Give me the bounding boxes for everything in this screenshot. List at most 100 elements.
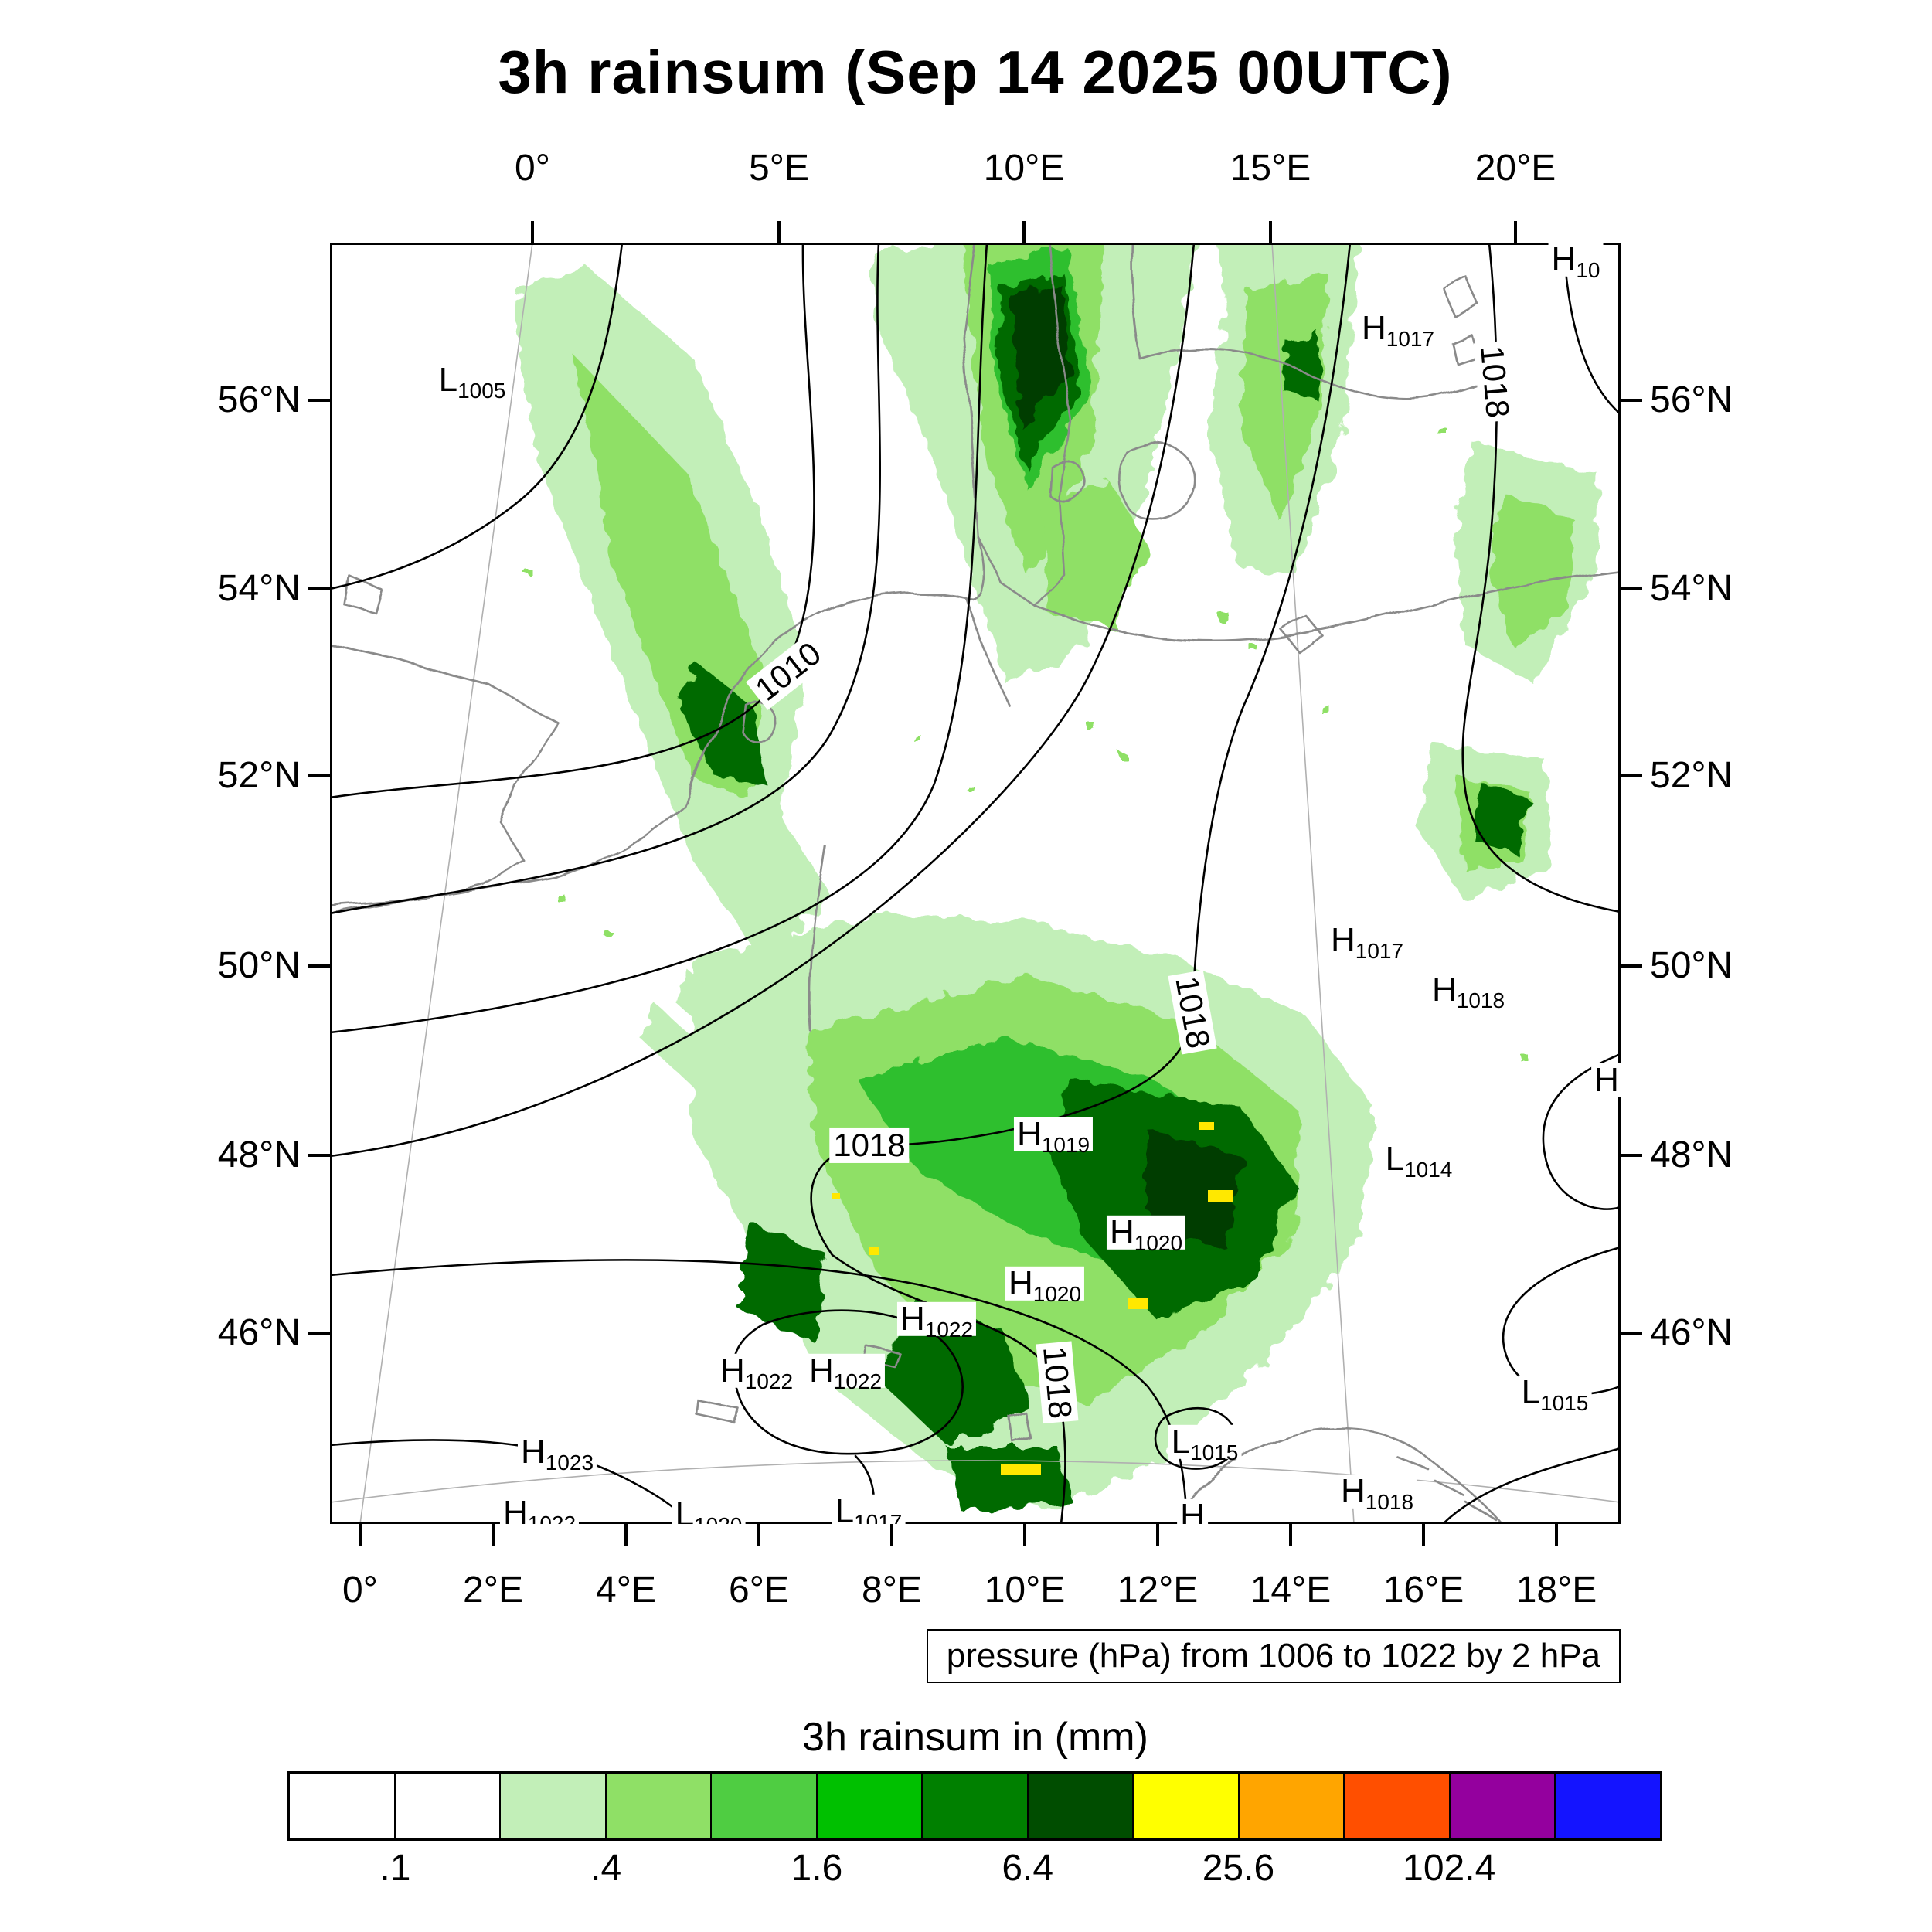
- left-axis-label: 54°N: [217, 568, 301, 609]
- lake-garda: [1009, 1411, 1032, 1444]
- top-tick: [1514, 221, 1517, 243]
- bottom-tick: [359, 1524, 362, 1546]
- graticule: [330, 243, 1621, 1524]
- pressure-letter: H: [900, 1299, 925, 1338]
- colorbar-segment-6: [921, 1774, 1027, 1838]
- rain-speckle: [605, 930, 611, 937]
- isobar: [330, 243, 988, 1034]
- pressure-letter: L: [438, 360, 458, 399]
- rain-darkest-core: [1010, 284, 1070, 428]
- map-labels-layer: L1005 H1017 H10 H1017 H1018 H H1019 L1014 H1020 H…: [330, 243, 1621, 1524]
- colorbar-tick-label: 6.4: [1002, 1848, 1054, 1889]
- left-tick: [308, 774, 330, 777]
- left-axis-label: 50°N: [217, 945, 301, 986]
- rain-yellow-spot: [1208, 1190, 1233, 1202]
- meridian-15E: [1271, 243, 1355, 1524]
- rain-speckle: [1437, 427, 1446, 433]
- rain-medium-region: [1041, 482, 1148, 628]
- isobar-1018: [810, 243, 1352, 1524]
- right-tick: [1621, 399, 1642, 402]
- bottom-tick: [492, 1524, 495, 1546]
- left-tick: [308, 1332, 330, 1335]
- lake-geneva: [695, 1399, 740, 1423]
- map-frame: [330, 243, 1621, 1524]
- pressure-mark-h1022: H1022: [716, 1351, 797, 1392]
- bottom-tick: [890, 1524, 893, 1546]
- pressure-caption-text: pressure (hPa) from 1006 to 1022 by 2 hP…: [946, 1637, 1600, 1675]
- rain-yellow-spot: [1199, 1122, 1214, 1130]
- rain-dark-core: [1284, 334, 1321, 399]
- bottom-axis-label: 12°E: [1117, 1570, 1199, 1611]
- rain-medium-region: [1488, 492, 1576, 646]
- pressure-letter: H: [808, 1351, 834, 1389]
- colorbar-segment-3: [604, 1774, 711, 1838]
- bottom-axis-label: 2°E: [463, 1570, 523, 1611]
- colorbar-segment-11: [1448, 1774, 1555, 1838]
- rain-speckle: [916, 737, 923, 743]
- bottom-axis-label: 16°E: [1383, 1570, 1464, 1611]
- pressure-value: 1005: [457, 378, 506, 403]
- rain-dark-core: [947, 1447, 1073, 1512]
- pressure-value: 1015: [1190, 1440, 1239, 1464]
- pressure-letter: H: [1330, 920, 1355, 959]
- rain-dark-core: [738, 1223, 826, 1342]
- pressure-mark-h1019: H1019: [1013, 1117, 1094, 1155]
- coast-jutland-east: [976, 243, 1072, 607]
- right-axis-label: 56°N: [1650, 379, 1733, 420]
- pressure-letter: H: [719, 1351, 745, 1389]
- contour-label-1018: 1018: [1473, 340, 1516, 423]
- pressure-mark-h1023: H1023: [517, 1434, 597, 1473]
- colorbar-segment-12: [1554, 1774, 1660, 1838]
- pressure-letter: H: [1431, 970, 1457, 1009]
- rain-yellow-spot: [1128, 1298, 1148, 1309]
- rain-speckle: [1321, 706, 1330, 713]
- contour-label-1018: 1018: [829, 1127, 910, 1164]
- pressure-value: 1022: [527, 1511, 577, 1524]
- right-tick: [1621, 964, 1642, 968]
- colorbar-title: 3h rainsum in (mm): [802, 1715, 1148, 1760]
- pressure-mark-h1018: H1018: [1428, 970, 1509, 1011]
- pressure-value: 1019: [1041, 1132, 1090, 1157]
- pressure-caption-box: pressure (hPa) from 1006 to 1022 by 2 hP…: [926, 1629, 1621, 1683]
- coast-wash: [342, 573, 383, 614]
- colorbar-tick-label: 25.6: [1202, 1848, 1275, 1889]
- pressure-value: 10: [1576, 257, 1600, 282]
- top-axis-label: 0°: [515, 148, 550, 189]
- map-area: L1005 H1017 H10 H1017 H1018 H H1019 L1014 H1020 H…: [330, 243, 1621, 1524]
- colorbar-tick-label: .1: [379, 1848, 411, 1889]
- pressure-value: 1014: [1404, 1157, 1453, 1182]
- rain-medium-region: [1240, 274, 1328, 522]
- left-tick: [308, 587, 330, 590]
- left-axis-label: 48°N: [217, 1134, 301, 1175]
- pressure-mark-h1022: H1022: [499, 1495, 580, 1524]
- rain-extreme-spots: [832, 1122, 1233, 1475]
- coast-island: [1441, 275, 1480, 318]
- pressure-value: 1022: [833, 1369, 883, 1393]
- bottom-tick: [1289, 1524, 1292, 1546]
- coast-funen: [1049, 461, 1087, 504]
- colorbar-segment-2: [499, 1774, 605, 1838]
- contour-label-1018: 1018: [1168, 970, 1217, 1055]
- colorbar-segment-7: [1026, 1774, 1133, 1838]
- colorbar-tick-label: 102.4: [1403, 1848, 1496, 1889]
- right-axis-label: 48°N: [1650, 1134, 1733, 1175]
- pressure-value: 1020: [694, 1513, 742, 1524]
- pressure-value: 1018: [1456, 988, 1505, 1012]
- coast-ruegen: [1277, 614, 1324, 654]
- bottom-axis-label: 14°E: [1250, 1570, 1332, 1611]
- pressure-letter: L: [1385, 1139, 1405, 1178]
- bottom-axis-label: 18°E: [1515, 1570, 1597, 1611]
- pressure-mark-l1015: L1015: [1518, 1375, 1592, 1413]
- pressure-mark-h1017: H1017: [1358, 311, 1438, 349]
- colorbar: [287, 1771, 1662, 1841]
- rain-speckle: [1219, 614, 1230, 621]
- colorbar-tick-label: 1.6: [791, 1848, 843, 1889]
- contour-label-1018: 1018: [1036, 1341, 1079, 1424]
- pressure-letter: L: [835, 1492, 855, 1524]
- pressure-mark-l1005: L1005: [435, 360, 509, 401]
- rain-speckle: [560, 898, 568, 904]
- pressure-mark-l1020: L1020: [672, 1497, 746, 1524]
- rain-speckle: [965, 784, 971, 788]
- isobar: [330, 243, 624, 590]
- coast-sweden-west: [1131, 243, 1141, 360]
